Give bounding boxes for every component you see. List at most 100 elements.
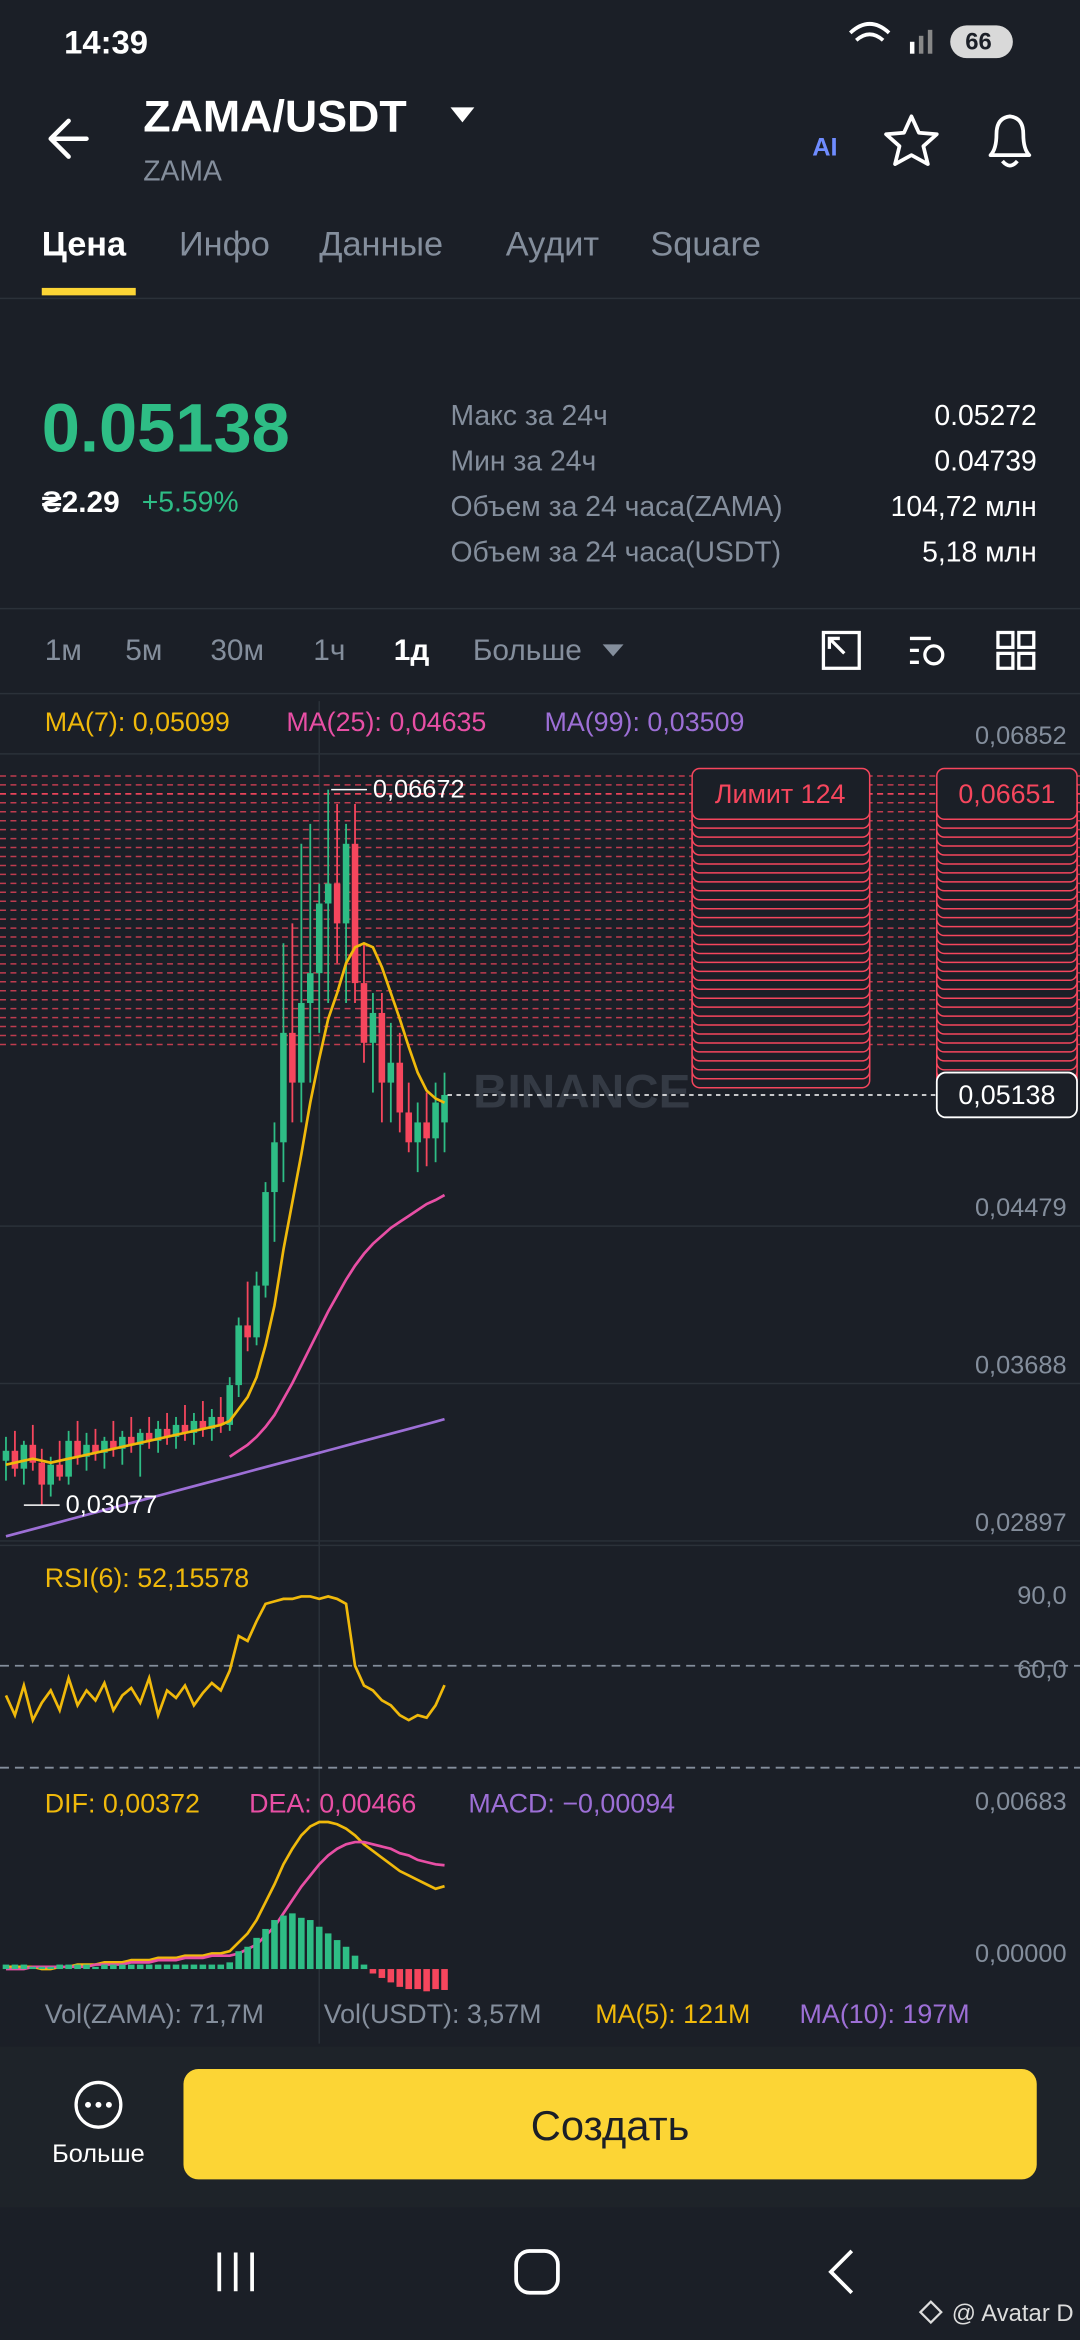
more-dot: [95, 2101, 102, 2108]
settings-button[interactable]: [909, 636, 945, 666]
more-label[interactable]: Больше: [52, 2140, 145, 2168]
tab[interactable]: Цена: [42, 226, 127, 264]
tab-indicator: [41, 287, 136, 296]
candle-body: [235, 1325, 242, 1386]
macd-bar: [289, 1913, 296, 1970]
tab[interactable]: Square: [650, 226, 761, 264]
macd-bar: [92, 1966, 99, 1970]
layout-button[interactable]: [996, 630, 1036, 670]
order-price-stack[interactable]: [936, 767, 1078, 820]
interval[interactable]: Больше: [473, 634, 582, 667]
macd-panel: 0,00683 0,00000 DIF: 0,00372 DEA: 0,00466 MA…: [2, 1788, 1067, 1992]
candle-body: [342, 843, 350, 924]
candle-body: [92, 1444, 99, 1453]
alert-button[interactable]: [988, 114, 1032, 168]
pair-base: ZAMA: [143, 156, 222, 188]
legend-entry: MA(7): 0,05099: [45, 707, 230, 737]
candle-body: [208, 1416, 216, 1429]
macd-bar: [244, 1946, 251, 1970]
nav-recent[interactable]: [217, 2252, 254, 2292]
interval[interactable]: 5м: [125, 634, 162, 667]
legend-entry: DIF: 0,00372: [45, 1788, 200, 1818]
macd-bar: [280, 1915, 287, 1970]
tab[interactable]: Аудит: [506, 226, 600, 264]
nav-bar: [0, 2207, 1080, 2340]
y-tick-label: 90,0: [1017, 1582, 1066, 1610]
volume-legend: Vol(ZAMA): 71,7M Vol(USDT): 3,57M MA(5): 1…: [45, 1999, 970, 2029]
macd-bar: [271, 1920, 278, 1970]
candle-body: [127, 1436, 135, 1445]
ma-line: [5, 941, 446, 1467]
macd-bar: [387, 1969, 395, 1983]
macd-bar: [65, 1964, 72, 1970]
back-button[interactable]: [48, 118, 89, 159]
y-tick-label: 0,00000: [975, 1940, 1067, 1968]
legend-entry: RSI(6): 52,15578: [45, 1563, 249, 1593]
order-box-stack[interactable]: [691, 767, 871, 820]
favorite-button[interactable]: [884, 114, 939, 166]
tabs: Цена Инфо Данные Аудит Square: [42, 226, 761, 264]
macd-bar: [298, 1917, 305, 1970]
order-price[interactable]: 0,06651: [958, 779, 1055, 809]
candle-body: [136, 1432, 144, 1445]
legend-entry: DEA: 0,00466: [249, 1788, 416, 1818]
interval[interactable]: 1д: [394, 634, 430, 667]
candle-body: [289, 1032, 296, 1083]
stat-value: 0.05272: [934, 400, 1036, 432]
macd-bar: [172, 1964, 180, 1970]
rsi-line: [4, 1595, 446, 1724]
macd-bar: [136, 1964, 144, 1970]
candle-body: [369, 1012, 377, 1043]
volume-legend-entry: Vol(USDT): 3,57M: [324, 1999, 542, 2029]
macd-bar: [190, 1964, 198, 1970]
macd-bar: [217, 1964, 225, 1970]
macd-bar: [101, 1964, 108, 1970]
interval[interactable]: 1ч: [313, 634, 345, 667]
y-tick-label: 0,04479: [975, 1194, 1067, 1222]
order-label[interactable]: Лимит 124: [715, 779, 846, 809]
candle-body: [333, 883, 341, 924]
macd-bar: [306, 1920, 314, 1970]
candle-body: [306, 973, 314, 1004]
ai-button[interactable]: AI: [812, 134, 837, 162]
macd-bar: [315, 1926, 323, 1970]
pair-title[interactable]: ZAMA/USDT: [143, 91, 407, 141]
watermark: BINANCE: [473, 1065, 690, 1118]
tab[interactable]: Инфо: [179, 226, 270, 264]
fullscreen-button[interactable]: [821, 630, 861, 670]
macd-bar: [396, 1969, 404, 1987]
tab[interactable]: Данные: [319, 226, 443, 264]
more-dropdown[interactable]: [602, 644, 624, 657]
candle-body: [119, 1436, 126, 1449]
candle-body: [298, 1003, 305, 1083]
more-icon[interactable]: [74, 2080, 123, 2129]
create-button[interactable]: [183, 2069, 1037, 2180]
nav-home[interactable]: [514, 2249, 560, 2295]
interval[interactable]: 1м: [45, 634, 82, 667]
macd-bar: [432, 1969, 439, 1990]
legend-entry: MA(99): 0,03509: [544, 707, 744, 737]
nav-back[interactable]: [828, 2249, 854, 2295]
candle-body: [432, 1102, 439, 1139]
candle-body: [110, 1440, 117, 1449]
more-dot: [105, 2101, 112, 2108]
macd-bar: [235, 1951, 242, 1970]
macd-bar: [423, 1969, 430, 1992]
last-price: 0.05138: [42, 390, 290, 467]
pair-dropdown[interactable]: [450, 107, 475, 123]
macd-bar: [360, 1964, 368, 1970]
y-tick-label: 0,06852: [975, 722, 1067, 750]
stat-value: 104,72 млн: [891, 491, 1037, 523]
stat-value: 5,18 млн: [922, 537, 1037, 569]
candle-body: [271, 1142, 278, 1193]
ma-line: [228, 1193, 446, 1458]
create-label[interactable]: Создать: [531, 2102, 690, 2149]
macd-bar: [253, 1937, 260, 1970]
macd-bar: [414, 1969, 421, 1990]
y-tick-label: 60,0: [1017, 1656, 1066, 1684]
macd-bar: [38, 1966, 46, 1970]
candle-body: [387, 1062, 395, 1083]
interval[interactable]: 30м: [210, 634, 264, 667]
candle-body: [315, 903, 323, 974]
volume-legend-entry: MA(5): 121M: [595, 1999, 750, 2029]
